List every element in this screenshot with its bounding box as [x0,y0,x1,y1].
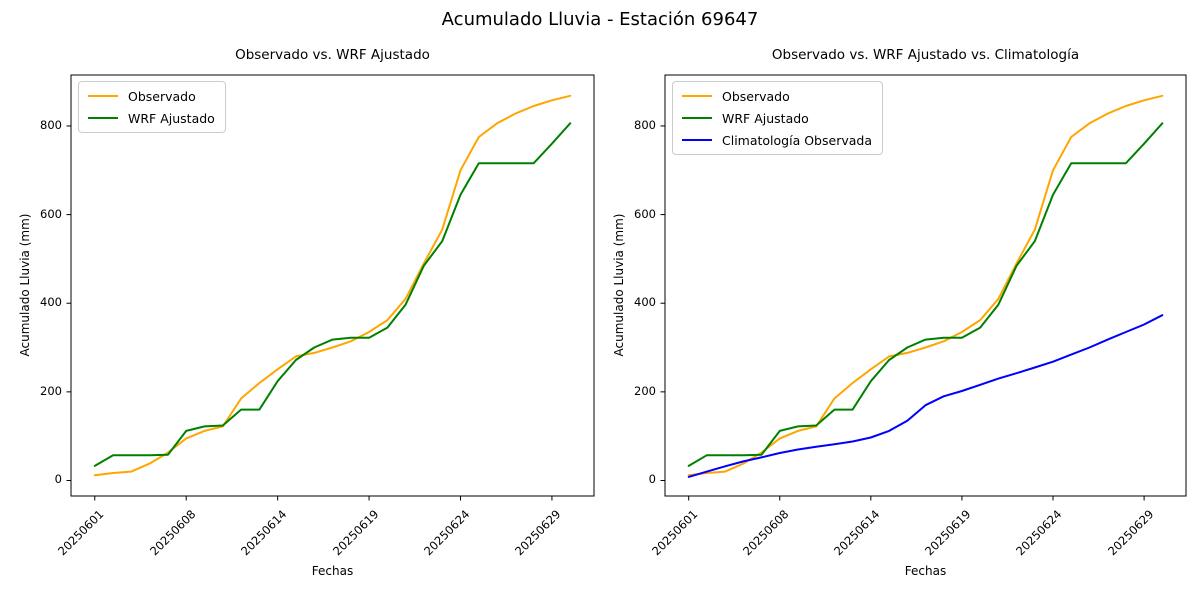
right-axes [660,74,1187,501]
observado-legend-swatch-icon [682,95,712,97]
right-plot-title: Observado vs. WRF Ajustado vs. Climatolo… [771,47,1080,63]
climatologia-observada-line [687,314,1164,478]
y-tick-label: 800 [40,117,62,132]
legend-row: Observado [682,88,872,104]
left-axes [66,74,595,501]
observado-legend-swatch-icon [88,95,118,97]
y-tick-label: 0 [54,472,62,487]
y-tick-label: 400 [634,295,656,310]
left-plot-title: Observado vs. WRF Ajustado [235,47,430,63]
y-tick-label: 600 [40,206,62,221]
legend-label: Observado [128,88,196,104]
right-y-axis-label: Acumulado Lluvia (mm) [612,213,626,357]
y-tick-label: 200 [634,383,656,398]
y-tick-label: 0 [648,472,656,487]
wrf-ajustado-line [93,122,572,467]
legend-row: WRF Ajustado [682,110,872,126]
y-tick-label: 600 [634,206,656,221]
left-x-axis-label: Fechas [311,564,354,578]
y-tick-label: 400 [40,295,62,310]
legend-row: Observado [88,88,215,104]
left-legend: Observado WRF Ajustado [78,81,226,133]
figure-suptitle: Acumulado Lluvia - Estación 69647 [441,9,759,30]
legend-label: Climatología Observada [722,132,872,148]
right-x-axis-label: Fechas [904,564,947,578]
climatologia-observada-legend-swatch-icon [682,139,712,141]
wrf-ajustado-line [687,122,1164,467]
legend-label: WRF Ajustado [128,110,215,126]
y-tick-label: 800 [634,117,656,132]
axes-frame [664,74,1187,497]
wrf-ajustado-legend-swatch-icon [88,117,118,119]
legend-row: WRF Ajustado [88,110,215,126]
legend-row: Climatología Observada [682,132,872,148]
observado-line [93,94,572,477]
right-legend: Observado WRF Ajustado Climatología Observ… [672,81,883,155]
axes-frame [70,74,595,497]
wrf-ajustado-legend-swatch-icon [682,117,712,119]
legend-label: Observado [722,88,790,104]
left-y-axis-label: Acumulado Lluvia (mm) [18,213,32,357]
legend-label: WRF Ajustado [722,110,809,126]
y-tick-label: 200 [40,383,62,398]
